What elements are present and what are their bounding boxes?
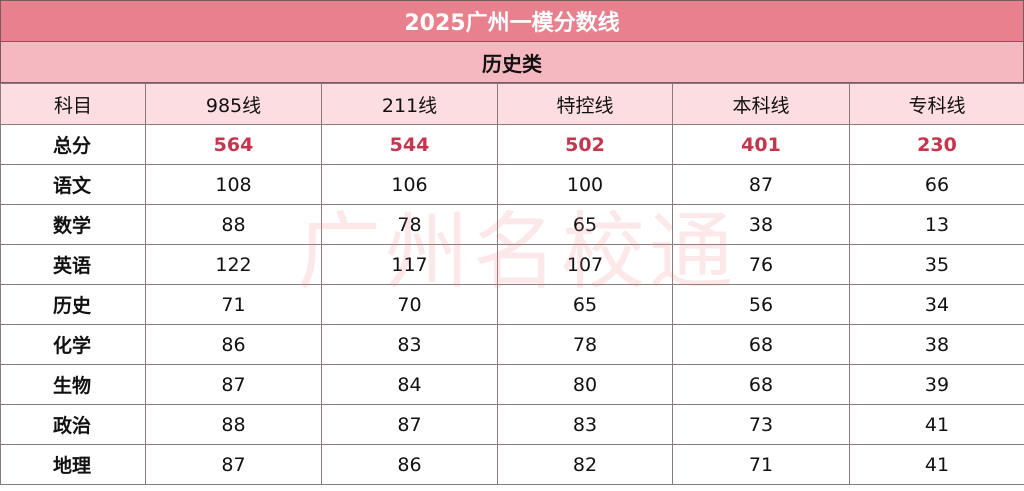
column-header-special: 特控线 <box>497 83 673 125</box>
subject-cell: 数学 <box>0 204 146 245</box>
table-row: 政治 88 87 83 73 41 <box>0 404 1024 445</box>
score-cell: 544 <box>321 124 498 165</box>
score-cell: 41 <box>849 404 1024 445</box>
score-cell: 83 <box>497 404 673 445</box>
score-cell: 84 <box>321 364 498 405</box>
score-table: 科目 985线 211线 特控线 本科线 专科线 总分 564 544 502 401 2… <box>0 83 1024 485</box>
column-header-undergraduate: 本科线 <box>672 83 850 125</box>
score-cell: 68 <box>672 364 850 405</box>
column-header-985: 985线 <box>145 83 322 125</box>
header-row: 科目 985线 211线 特控线 本科线 专科线 <box>0 83 1024 125</box>
score-cell: 87 <box>321 404 498 445</box>
score-cell: 80 <box>497 364 673 405</box>
score-cell: 117 <box>321 244 498 285</box>
score-cell: 106 <box>321 164 498 205</box>
score-cell: 564 <box>145 124 322 165</box>
score-cell: 66 <box>849 164 1024 205</box>
table-title: 2025广州一模分数线 <box>0 0 1024 42</box>
score-cell: 87 <box>145 364 322 405</box>
score-cell: 107 <box>497 244 673 285</box>
score-cell: 82 <box>497 444 673 485</box>
score-cell: 230 <box>849 124 1024 165</box>
subject-cell: 英语 <box>0 244 146 285</box>
score-cell: 78 <box>321 204 498 245</box>
score-cell: 39 <box>849 364 1024 405</box>
table-subtitle: 历史类 <box>0 42 1024 83</box>
subject-cell: 政治 <box>0 404 146 445</box>
subject-cell: 生物 <box>0 364 146 405</box>
score-cell: 68 <box>672 324 850 365</box>
column-header-subject: 科目 <box>0 83 146 125</box>
table-row-total: 总分 564 544 502 401 230 <box>0 124 1024 165</box>
table-row: 英语 122 117 107 76 35 <box>0 244 1024 285</box>
table-row: 地理 87 86 82 71 41 <box>0 444 1024 485</box>
column-header-junior-college: 专科线 <box>849 83 1024 125</box>
score-cell: 38 <box>672 204 850 245</box>
subject-cell: 语文 <box>0 164 146 205</box>
score-cell: 65 <box>497 284 673 325</box>
score-cell: 401 <box>672 124 850 165</box>
score-cell: 87 <box>145 444 322 485</box>
score-cell: 88 <box>145 404 322 445</box>
score-cell: 71 <box>672 444 850 485</box>
column-header-211: 211线 <box>321 83 498 125</box>
score-cell: 35 <box>849 244 1024 285</box>
table-row: 历史 71 70 65 56 34 <box>0 284 1024 325</box>
subject-cell: 历史 <box>0 284 146 325</box>
subject-cell: 总分 <box>0 124 146 165</box>
table-row: 化学 86 83 78 68 38 <box>0 324 1024 365</box>
table-row: 数学 88 78 65 38 13 <box>0 204 1024 245</box>
score-cell: 86 <box>145 324 322 365</box>
score-cell: 88 <box>145 204 322 245</box>
table-row: 生物 87 84 80 68 39 <box>0 364 1024 405</box>
score-cell: 83 <box>321 324 498 365</box>
score-cell: 71 <box>145 284 322 325</box>
score-cell: 87 <box>672 164 850 205</box>
score-cell: 78 <box>497 324 673 365</box>
score-cell: 76 <box>672 244 850 285</box>
score-cell: 38 <box>849 324 1024 365</box>
subject-cell: 化学 <box>0 324 146 365</box>
score-cell: 13 <box>849 204 1024 245</box>
score-cell: 70 <box>321 284 498 325</box>
score-cell: 502 <box>497 124 673 165</box>
score-cell: 86 <box>321 444 498 485</box>
score-cell: 56 <box>672 284 850 325</box>
subject-cell: 地理 <box>0 444 146 485</box>
score-cell: 41 <box>849 444 1024 485</box>
score-cell: 100 <box>497 164 673 205</box>
score-cell: 73 <box>672 404 850 445</box>
score-cell: 34 <box>849 284 1024 325</box>
score-cell: 108 <box>145 164 322 205</box>
table-row: 语文 108 106 100 87 66 <box>0 164 1024 205</box>
score-cell: 65 <box>497 204 673 245</box>
score-cell: 122 <box>145 244 322 285</box>
